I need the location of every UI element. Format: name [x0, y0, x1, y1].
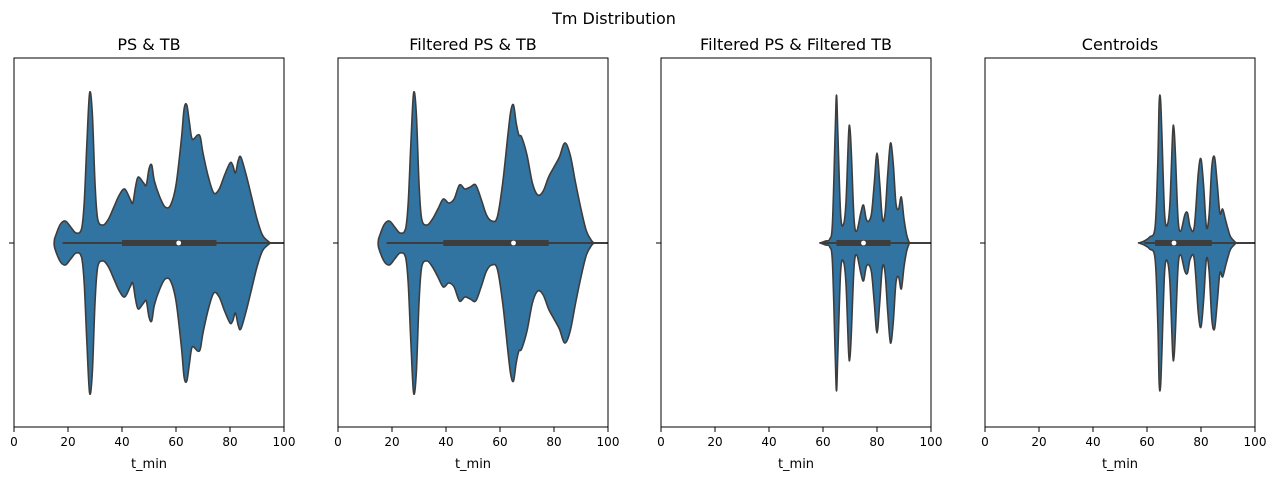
- plot-area: [1137, 94, 1255, 392]
- x-tick-label: 20: [1031, 435, 1046, 449]
- violin-panel: Centroids 0 20 40 60 80 100 t_min: [980, 35, 1266, 472]
- panel-title: Centroids: [1082, 35, 1158, 54]
- x-tick-label: 80: [1193, 435, 1208, 449]
- x-tick-label: 0: [334, 435, 342, 449]
- median-marker: [861, 240, 866, 246]
- x-tick-label: 40: [114, 435, 129, 449]
- x-tick-label: 100: [1244, 435, 1267, 449]
- iqr-box: [443, 240, 549, 246]
- x-tick-label: 60: [815, 435, 830, 449]
- x-tick-label: 0: [981, 435, 989, 449]
- x-tick-label: 100: [273, 435, 296, 449]
- figure-suptitle: Tm Distribution: [551, 9, 676, 28]
- x-tick-label: 60: [1139, 435, 1154, 449]
- x-tick-label: 20: [384, 435, 399, 449]
- iqr-box: [122, 240, 217, 246]
- x-tick-label: 40: [761, 435, 776, 449]
- x-tick-label: 60: [168, 435, 183, 449]
- panel-title: Filtered PS & TB: [409, 35, 537, 54]
- plot-area: [377, 91, 608, 395]
- median-marker: [511, 240, 516, 246]
- iqr-box: [1155, 240, 1212, 246]
- x-axis-label: t_min: [455, 457, 491, 472]
- x-tick-label: 60: [492, 435, 507, 449]
- plot-area: [53, 91, 284, 395]
- x-tick-label: 20: [60, 435, 75, 449]
- x-tick-label: 100: [920, 435, 943, 449]
- x-tick-label: 40: [438, 435, 453, 449]
- x-tick-label: 100: [597, 435, 620, 449]
- x-axis-label: t_min: [1102, 457, 1138, 472]
- x-tick-label: 80: [869, 435, 884, 449]
- violin-panel: Filtered PS & TB 0 20 40 60 80 100 t_min: [333, 35, 619, 472]
- panel-title: PS & TB: [117, 35, 180, 54]
- median-marker: [1171, 240, 1177, 246]
- plot-area: [819, 94, 931, 392]
- violin-panel: PS & TB 0 20 40 60 80 100 t_min: [9, 35, 295, 472]
- violin-panel: Filtered PS & Filtered TB 0 20 40 60 80 100 t_m…: [656, 35, 942, 472]
- median-marker: [176, 240, 182, 246]
- x-tick-label: 0: [10, 435, 18, 449]
- x-tick-label: 80: [546, 435, 561, 449]
- x-tick-label: 40: [1085, 435, 1100, 449]
- x-tick-label: 80: [222, 435, 237, 449]
- panel-title: Filtered PS & Filtered TB: [700, 35, 892, 54]
- x-tick-label: 0: [657, 435, 665, 449]
- x-tick-label: 20: [707, 435, 722, 449]
- x-axis-label: t_min: [778, 457, 814, 472]
- x-axis-label: t_min: [131, 457, 167, 472]
